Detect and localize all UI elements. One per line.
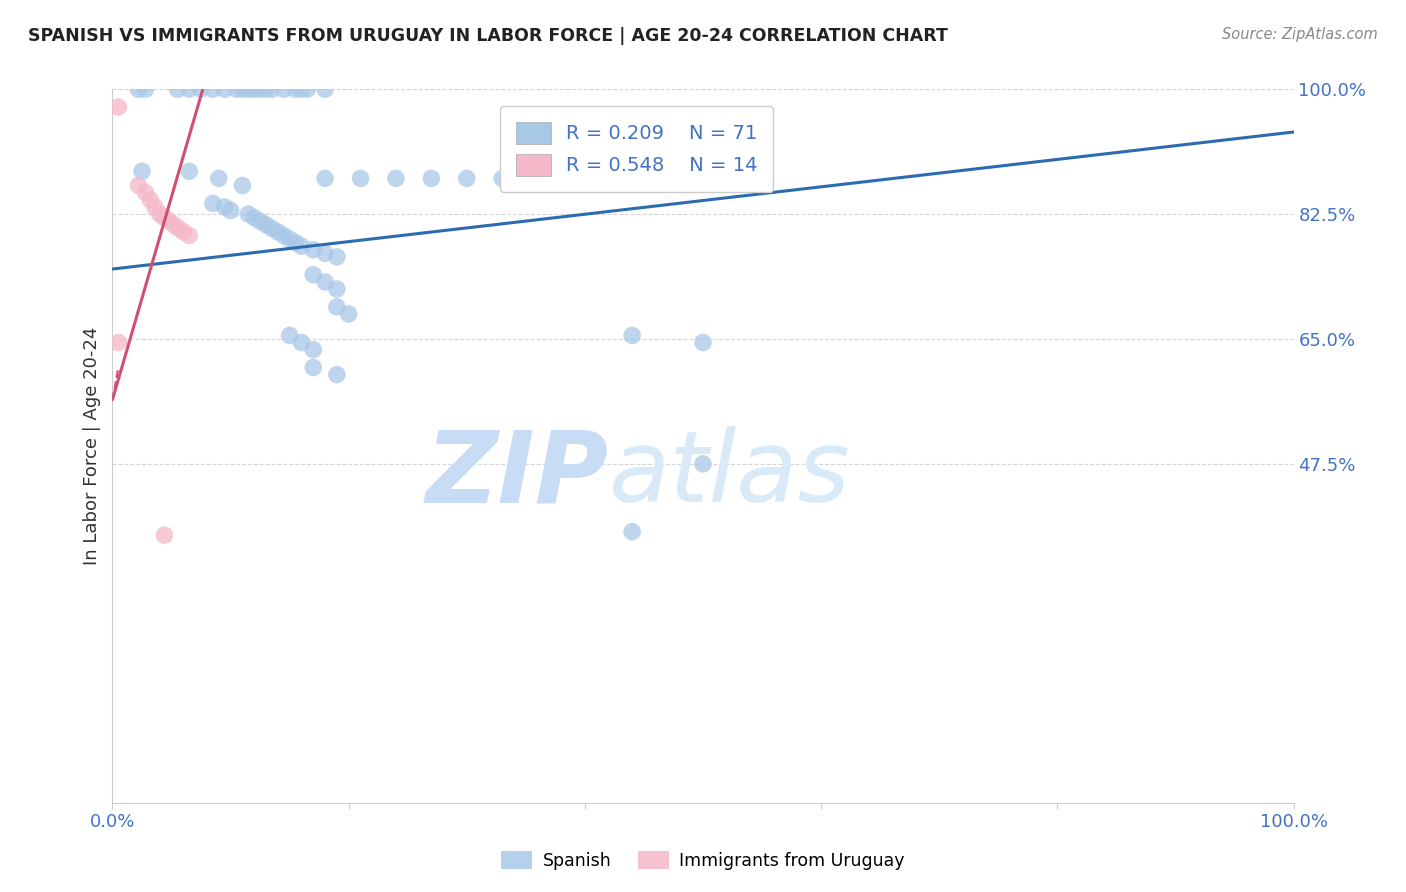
Point [201, 196, 224, 211]
Point [297, 82, 319, 96]
Point [143, 200, 166, 214]
Point [254, 218, 277, 232]
Legend: R = 0.209    N = 71, R = 0.548    N = 14: R = 0.209 N = 71, R = 0.548 N = 14 [501, 106, 773, 192]
Point [231, 178, 253, 193]
Point [326, 300, 349, 314]
Point [243, 211, 266, 225]
Point [107, 335, 129, 350]
Point [127, 178, 149, 193]
Point [243, 82, 266, 96]
Point [157, 214, 180, 228]
Point [692, 171, 714, 186]
Point [190, 82, 212, 96]
Text: SPANISH VS IMMIGRANTS FROM URUGUAY IN LABOR FORCE | AGE 20-24 CORRELATION CHART: SPANISH VS IMMIGRANTS FROM URUGUAY IN LA… [28, 27, 948, 45]
Point [621, 171, 644, 186]
Point [153, 528, 176, 542]
Text: Source: ZipAtlas.com: Source: ZipAtlas.com [1222, 27, 1378, 42]
Point [254, 82, 277, 96]
Point [153, 211, 176, 225]
Text: atlas: atlas [609, 426, 851, 523]
Point [290, 335, 312, 350]
Point [326, 250, 349, 264]
Point [139, 193, 162, 207]
Point [238, 207, 260, 221]
Point [302, 268, 325, 282]
Point [692, 457, 714, 471]
Point [621, 524, 644, 539]
Point [179, 82, 201, 96]
Point [163, 218, 186, 232]
Point [278, 232, 301, 246]
Point [225, 82, 247, 96]
Point [456, 171, 478, 186]
Point [278, 328, 301, 343]
Point [290, 82, 312, 96]
Point [420, 171, 443, 186]
Point [290, 239, 312, 253]
Point [273, 82, 295, 96]
Point [179, 164, 201, 178]
Point [249, 214, 271, 228]
Point [491, 171, 513, 186]
Point [273, 228, 295, 243]
Point [621, 328, 644, 343]
Point [385, 171, 408, 186]
Point [149, 207, 172, 221]
Point [201, 82, 224, 96]
Point [326, 282, 349, 296]
Point [284, 82, 307, 96]
Point [337, 307, 360, 321]
Point [302, 243, 325, 257]
Point [249, 82, 271, 96]
Point [131, 164, 153, 178]
Point [260, 221, 283, 235]
Point [135, 82, 157, 96]
Point [214, 82, 236, 96]
Point [214, 200, 236, 214]
Point [260, 82, 283, 96]
Point [302, 343, 325, 357]
Text: ZIP: ZIP [426, 426, 609, 523]
Point [692, 335, 714, 350]
Point [208, 171, 231, 186]
Point [314, 82, 336, 96]
Point [644, 171, 666, 186]
Point [167, 221, 190, 235]
Point [314, 171, 336, 186]
Point [107, 100, 129, 114]
Point [166, 82, 188, 96]
Point [179, 228, 201, 243]
Point [172, 225, 194, 239]
Point [302, 360, 325, 375]
Point [127, 82, 149, 96]
Point [267, 225, 290, 239]
Point [314, 246, 336, 260]
Point [238, 82, 260, 96]
Point [135, 186, 157, 200]
Point [231, 82, 253, 96]
Point [219, 203, 242, 218]
Point [326, 368, 349, 382]
Point [314, 275, 336, 289]
Point [349, 171, 371, 186]
Point [284, 235, 307, 250]
Legend: Spanish, Immigrants from Uruguay: Spanish, Immigrants from Uruguay [492, 843, 914, 879]
Y-axis label: In Labor Force | Age 20-24: In Labor Force | Age 20-24 [83, 326, 101, 566]
